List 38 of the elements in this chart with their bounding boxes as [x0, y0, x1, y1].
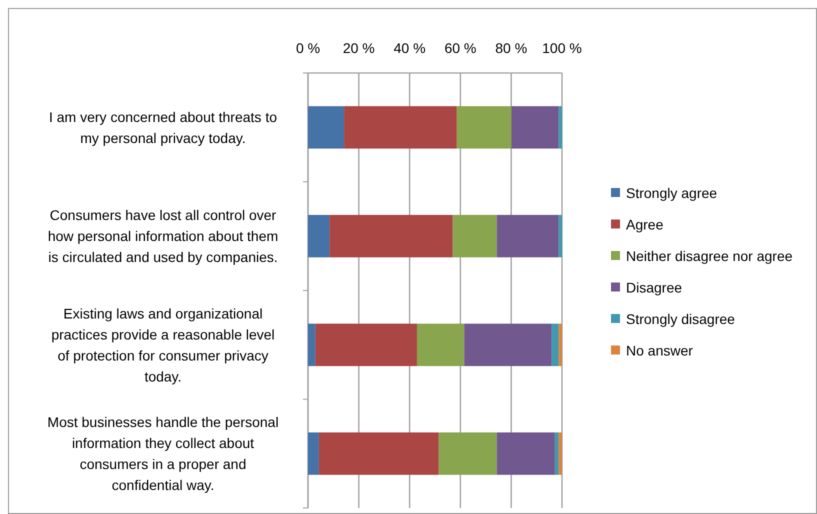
bar: [318, 432, 439, 475]
y-tick-label: Most businesses handle the personal information they collect about consumers in a proper and confidential way.: [47, 414, 279, 494]
x-tick-label: 100 %: [542, 40, 582, 56]
y-tick-label: Existing laws and organizational practices provide a reasonable level of protection for consumer privacy today.: [51, 305, 275, 384]
x-tick-label: 0 %: [296, 40, 320, 56]
bar: [496, 432, 555, 475]
bar: [452, 214, 497, 258]
bar: [511, 106, 559, 149]
legend-label: Strongly disagree: [626, 311, 736, 327]
bar: [344, 106, 457, 149]
bar: [552, 324, 559, 366]
bar: [308, 106, 344, 149]
bar: [496, 214, 559, 258]
legend-label: Strongly agree: [626, 185, 718, 201]
y-tick-label: I am very concerned about threats to my personal privacy today.: [48, 108, 278, 146]
x-tick-label: 20 %: [342, 40, 375, 56]
bar: [416, 324, 464, 366]
bar: [558, 324, 562, 366]
legend-label: Agree: [626, 216, 664, 232]
bar: [330, 214, 453, 258]
bar: [438, 432, 497, 475]
bar: [308, 432, 319, 475]
bar: [558, 214, 562, 258]
bar: [456, 106, 512, 149]
x-tick-label: 40 %: [394, 40, 426, 56]
bar: [308, 214, 330, 258]
bar: [308, 324, 316, 366]
x-tick-label: 80 %: [495, 40, 528, 56]
bar: [315, 324, 417, 366]
x-tick-label: 60 %: [444, 40, 476, 56]
legend-label: Disagree: [626, 280, 682, 296]
y-tick-label: Consumers have lost all control over how personal information about them is circulated and used by companies.: [48, 207, 278, 266]
legend-label: No answer: [626, 342, 694, 358]
bar: [558, 432, 562, 475]
bar: [464, 324, 552, 366]
bar: [554, 432, 559, 475]
legend-label: Neither disagree nor agree: [626, 248, 793, 264]
bar: [558, 106, 562, 149]
